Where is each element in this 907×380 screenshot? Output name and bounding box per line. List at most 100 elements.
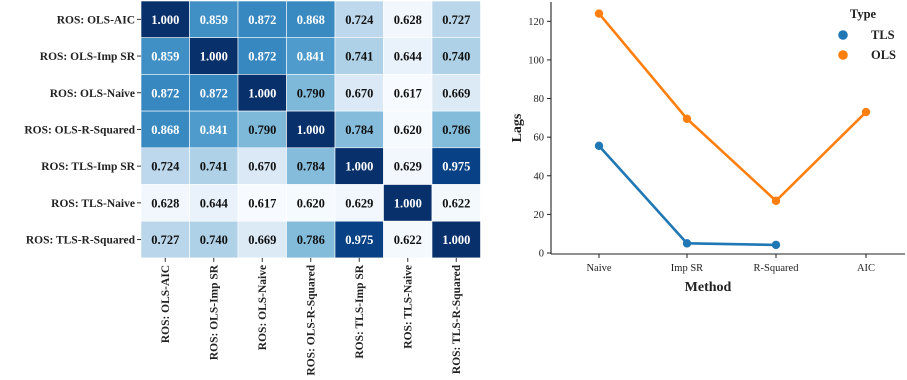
heatmap-cell <box>237 184 287 222</box>
heatmap-cell-label: 0.741 <box>200 160 228 174</box>
legend-marker-ols <box>838 50 848 60</box>
heatmap-cell-label: 0.784 <box>297 160 326 174</box>
heatmap-cell-label: 0.669 <box>248 233 276 247</box>
heatmap-row-label: ROS: OLS-AIC <box>57 14 135 26</box>
lags-line-chart: 0 20 40 60 80 100 120 Naive Imp SR R-Squared AIC Me… <box>510 2 905 295</box>
heatmap-cell <box>334 37 384 75</box>
heatmap-cell <box>431 37 481 75</box>
heatmap-cell-label: 1.000 <box>394 196 422 210</box>
heatmap-cell-label: 0.841 <box>200 123 228 137</box>
y-tick-label: 40 <box>534 171 545 182</box>
y-tick-label: 0 <box>539 249 544 260</box>
heatmap-cell-label: 0.786 <box>297 233 325 247</box>
heatmap-cell <box>237 0 287 39</box>
heatmap-row-label: ROS: OLS-R-Squared <box>24 124 135 136</box>
heatmap-cell-label: 0.872 <box>151 86 179 100</box>
heatmap-cell-label: 0.670 <box>248 160 276 174</box>
heatmap-cell <box>140 110 190 149</box>
y-tick-label: 20 <box>534 210 545 221</box>
heatmap-cell <box>334 74 384 112</box>
heatmap-cell-label: 1.000 <box>345 160 373 174</box>
heatmap-cell-label: 1.000 <box>151 13 179 27</box>
x-axis-title: Method <box>685 280 732 295</box>
x-tick-label: Naive <box>586 263 611 274</box>
heatmap-cell-label: 0.644 <box>200 196 229 210</box>
heatmap-cell-label: 0.629 <box>394 160 422 174</box>
heatmap-cell-label: 0.620 <box>394 123 422 137</box>
heatmap-cell-label: 0.868 <box>151 123 179 137</box>
heatmap-cell <box>383 74 433 112</box>
heatmap-row-label: ROS: TLS-R-Squared <box>26 235 136 247</box>
heatmap-cell-label: 0.727 <box>442 13 470 27</box>
heatmap-cell-label: 0.786 <box>442 123 470 137</box>
series-line-tls <box>598 144 777 247</box>
heatmap-col-label: ROS: OLS-AIC <box>160 265 172 343</box>
heatmap-cell <box>286 110 336 149</box>
heatmap-cell-label: 0.670 <box>345 86 373 100</box>
heatmap-cell-label: 0.975 <box>442 160 470 174</box>
heatmap-col-label: ROS: OLS-R-Squared <box>306 264 318 375</box>
heatmap-col-label: ROS: OLS-Imp SR <box>209 264 221 360</box>
heatmap-cell-label: 0.724 <box>151 160 180 174</box>
heatmap-cell <box>237 147 287 185</box>
y-tick-label: 120 <box>528 17 544 28</box>
heatmap-cell <box>286 0 336 39</box>
heatmap-cell <box>140 0 190 39</box>
heatmap-cell <box>383 0 433 39</box>
heatmap-cell-label: 0.872 <box>248 50 276 64</box>
heatmap-cell-label: 0.872 <box>200 86 228 100</box>
heatmap-cell <box>140 220 190 259</box>
heatmap-cell-label: 0.622 <box>442 196 470 210</box>
heatmap-cell-label: 0.790 <box>248 123 276 137</box>
heatmap-cell-label: 0.872 <box>248 13 276 27</box>
heatmap-cell <box>237 74 287 112</box>
heatmap-cell <box>189 184 239 222</box>
heatmap-cell-label: 0.669 <box>442 86 470 100</box>
x-tick-label: R-Squared <box>754 263 800 274</box>
heatmap-cell-label: 0.724 <box>345 13 374 27</box>
heatmap-cell <box>140 184 190 222</box>
heatmap-cell <box>189 0 239 39</box>
heatmap-cell-label: 0.622 <box>394 233 422 247</box>
heatmap-cell <box>431 184 481 222</box>
data-point-ols <box>682 114 692 124</box>
y-axis-title: Lags <box>510 113 525 142</box>
heatmap-col-label: ROS: OLS-Naive <box>257 265 269 350</box>
heatmap-cell <box>189 74 239 112</box>
heatmap-col-label: ROS: TLS-R-Squared <box>451 264 463 374</box>
data-point-ols <box>861 107 871 117</box>
heatmap-cell-label: 1.000 <box>442 233 470 247</box>
heatmap-cell-label: 0.740 <box>200 233 228 247</box>
heatmap-cell-label: 0.975 <box>345 233 373 247</box>
legend-label-ols: OLS <box>871 48 896 62</box>
heatmap-cell <box>383 110 433 149</box>
heatmap-cell-label: 1.000 <box>200 50 228 64</box>
y-tick-label: 100 <box>528 55 544 66</box>
y-tick-label: 60 <box>534 133 545 144</box>
heatmap-cell <box>140 147 190 185</box>
heatmap-cell <box>334 184 384 222</box>
heatmap-cell-label: 0.868 <box>297 13 325 27</box>
heatmap-row-label: ROS: OLS-Naive <box>50 88 135 100</box>
legend-marker-tls <box>838 30 848 40</box>
heatmap-cell-label: 0.740 <box>442 50 470 64</box>
heatmap-cell <box>431 110 481 149</box>
heatmap-cell <box>431 220 481 259</box>
heatmap-cell-label: 0.644 <box>394 50 423 64</box>
heatmap-cell-label: 0.727 <box>151 233 179 247</box>
heatmap-col-label: ROS: TLS-Imp SR <box>354 264 366 358</box>
y-tick-label: 80 <box>534 94 545 105</box>
heatmap-cell-label: 0.617 <box>248 196 276 210</box>
heatmap-cell-label: 0.741 <box>345 50 373 64</box>
data-point-tls <box>771 240 781 250</box>
heatmap-cell-label: 0.859 <box>151 50 179 64</box>
heatmap-col-label: ROS: TLS-Naive <box>403 265 415 349</box>
x-tick-label: Imp SR <box>671 263 703 274</box>
heatmap-row-label: ROS: OLS-Imp SR <box>40 51 136 63</box>
data-point-ols <box>771 196 781 206</box>
heatmap-cell-label: 0.620 <box>297 196 325 210</box>
heatmap-cell <box>189 110 239 149</box>
series-line-ols <box>598 12 867 203</box>
data-point-tls <box>594 141 604 151</box>
